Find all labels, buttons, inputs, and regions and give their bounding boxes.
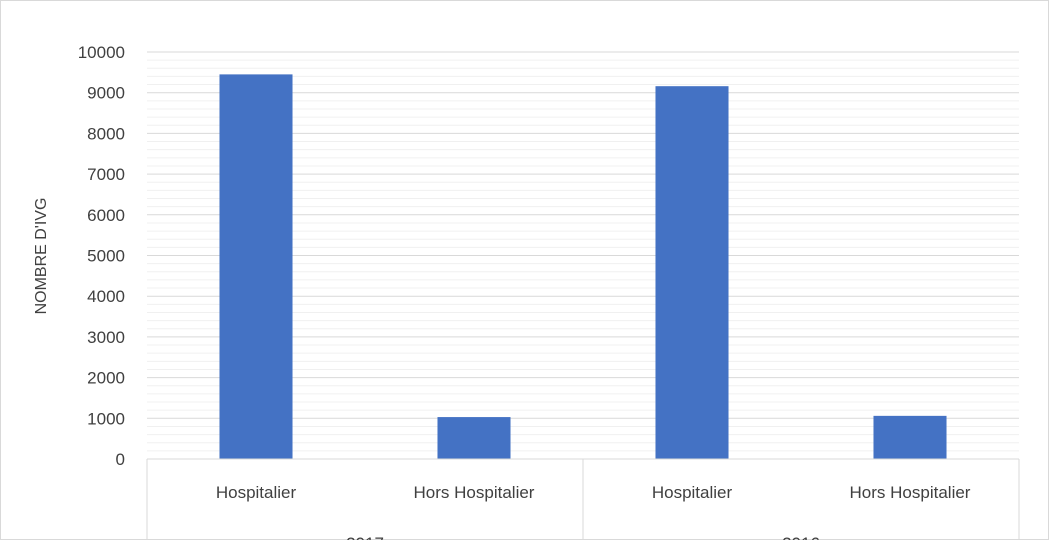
bar	[219, 74, 293, 459]
y-tick-label: 4000	[87, 287, 125, 306]
y-tick-label: 3000	[87, 328, 125, 347]
y-tick-label: 9000	[87, 84, 125, 103]
y-axis-ticks: 0 1000 2000 3000 4000 5000 6000 7000 8000 9000 100…	[78, 43, 125, 469]
bar	[437, 417, 511, 459]
y-tick-label: 8000	[87, 124, 125, 143]
bar	[873, 415, 947, 459]
x-category-label: Hospitalier	[652, 483, 733, 502]
x-group-label: 2017	[346, 534, 384, 540]
y-tick-label: 10000	[78, 43, 125, 62]
y-tick-label: 6000	[87, 206, 125, 225]
y-tick-label: 1000	[87, 409, 125, 428]
y-tick-label: 7000	[87, 165, 125, 184]
y-axis-title: NOMBRE D'IVG	[33, 198, 50, 315]
y-tick-label: 0	[116, 450, 125, 469]
bar	[655, 86, 729, 460]
x-category-label: Hors Hospitalier	[850, 483, 971, 502]
x-category-label: Hospitalier	[216, 483, 297, 502]
x-category-label: Hors Hospitalier	[414, 483, 535, 502]
x-group-label: 2016	[782, 534, 820, 540]
bars	[219, 74, 947, 460]
y-tick-label: 5000	[87, 247, 125, 266]
y-tick-label: 2000	[87, 369, 125, 388]
